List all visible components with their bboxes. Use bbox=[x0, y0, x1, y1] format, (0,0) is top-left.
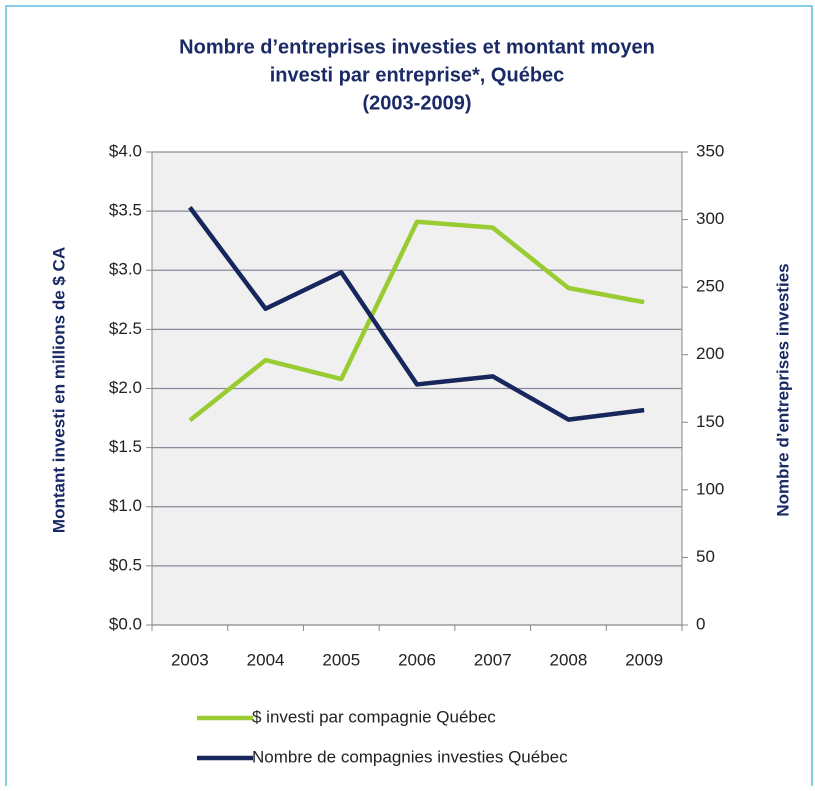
chart-title: investi par entreprise*, Québec bbox=[270, 64, 565, 86]
y-tick-label: $2.0 bbox=[109, 378, 142, 397]
y-tick-label: $3.5 bbox=[109, 201, 142, 220]
x-tick-label: 2007 bbox=[474, 650, 512, 669]
chart-title: Nombre d’entreprises investies et montan… bbox=[179, 36, 655, 58]
series-line bbox=[188, 206, 645, 422]
y-tick-label: $0.5 bbox=[109, 555, 142, 574]
x-tick-label: 2009 bbox=[625, 650, 663, 669]
y2-tick-label: 50 bbox=[696, 547, 715, 566]
y-tick-label: $4.0 bbox=[109, 141, 142, 160]
y2-tick-label: 300 bbox=[696, 209, 724, 228]
y2-tick-label: 100 bbox=[696, 479, 724, 498]
x-tick-label: 2008 bbox=[550, 650, 588, 669]
x-tick-label: 2005 bbox=[322, 650, 360, 669]
y-tick-label: $3.0 bbox=[109, 260, 142, 279]
y2-tick-label: 150 bbox=[696, 412, 724, 431]
y2-tick-label: 350 bbox=[696, 141, 724, 160]
legend-label: Nombre de compagnies investies Québec bbox=[252, 747, 568, 766]
chart-title: (2003-2009) bbox=[363, 92, 472, 114]
y-tick-label: $0.0 bbox=[109, 614, 142, 633]
y2-tick-label: 250 bbox=[696, 277, 724, 296]
y2-tick-label: 200 bbox=[696, 344, 724, 363]
x-tick-label: 2004 bbox=[247, 650, 285, 669]
x-tick-label: 2003 bbox=[171, 650, 209, 669]
series-line bbox=[188, 219, 645, 423]
x-tick-label: 2006 bbox=[398, 650, 436, 669]
y-tick-label: $2.5 bbox=[109, 319, 142, 338]
y2-axis-title: Nombre d’entreprises investies bbox=[773, 263, 792, 516]
y-tick-label: $1.0 bbox=[109, 496, 142, 515]
y-tick-label: $1.5 bbox=[109, 437, 142, 456]
legend-label: $ investi par compagnie Québec bbox=[252, 707, 496, 726]
y2-tick-label: 0 bbox=[696, 614, 705, 633]
y-axis-title: Montant investi en millions de $ CA bbox=[49, 247, 68, 533]
